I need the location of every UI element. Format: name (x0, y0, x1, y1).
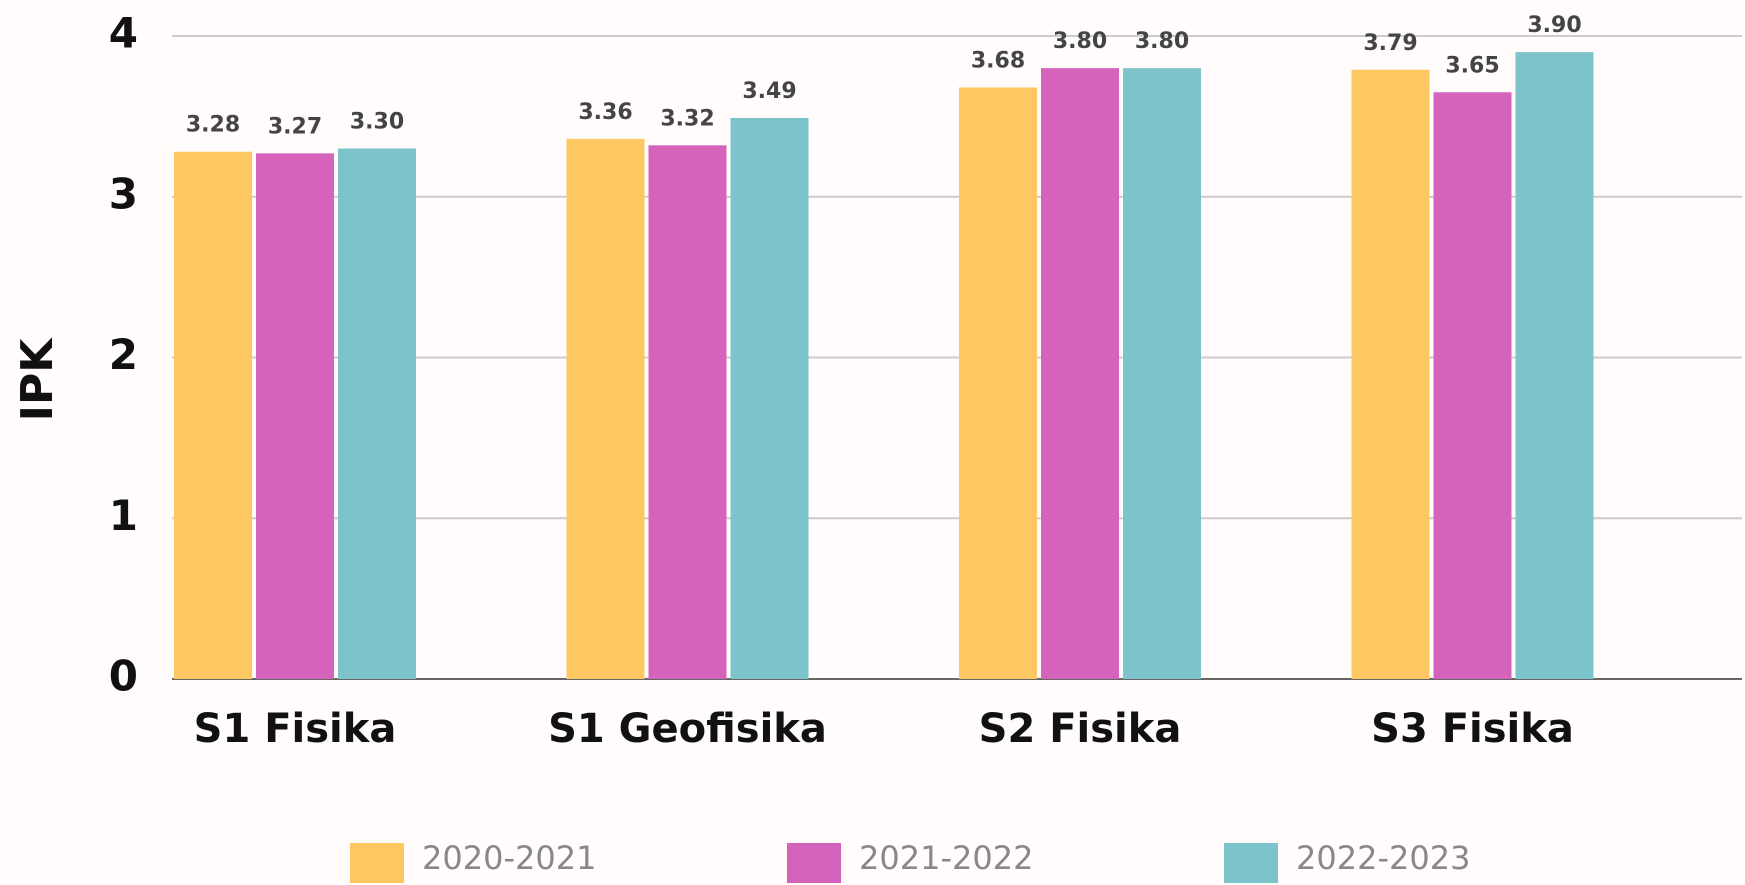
value-label: 3.36 (578, 100, 632, 125)
bar (1433, 92, 1512, 679)
y-tick-label: 3 (109, 169, 138, 218)
bar (566, 138, 645, 679)
x-tick-label: S1 Geofisika (548, 706, 827, 752)
x-tick-label: S1 Fisika (194, 706, 397, 752)
value-label: 3.80 (1135, 29, 1189, 54)
value-label: 3.79 (1363, 31, 1417, 56)
legend-swatch (1224, 843, 1278, 883)
value-label: 3.30 (350, 110, 404, 135)
y-axis-label: IPK (12, 337, 63, 422)
bar (1041, 68, 1119, 679)
value-label: 3.68 (971, 48, 1025, 73)
bar (730, 117, 809, 680)
bar (174, 151, 252, 680)
legend-label: 2022-2023 (1296, 839, 1470, 877)
x-tick-label: S2 Fisika (979, 706, 1182, 752)
legend-swatch (787, 843, 841, 883)
value-label: 3.65 (1445, 53, 1499, 78)
value-label: 3.32 (660, 106, 714, 131)
y-tick-label: 0 (109, 652, 138, 701)
value-label: 3.28 (186, 113, 240, 138)
x-tick-label: S3 Fisika (1371, 706, 1574, 752)
bar (959, 87, 1037, 679)
value-label: 3.49 (742, 79, 796, 104)
bar (1123, 68, 1201, 679)
legend-swatch (350, 843, 404, 883)
value-label: 3.80 (1053, 29, 1107, 54)
y-tick-label: 1 (109, 491, 138, 540)
bar (1351, 69, 1430, 679)
bar (648, 145, 727, 679)
y-tick-label: 2 (109, 330, 138, 379)
value-label: 3.90 (1527, 13, 1581, 38)
legend-label: 2021-2022 (859, 839, 1033, 877)
bar (338, 148, 416, 679)
y-tick-label: 4 (109, 9, 138, 58)
legend-label: 2020-2021 (422, 839, 596, 877)
value-label: 3.27 (268, 114, 322, 139)
bar (256, 153, 334, 679)
bar (1515, 52, 1594, 679)
